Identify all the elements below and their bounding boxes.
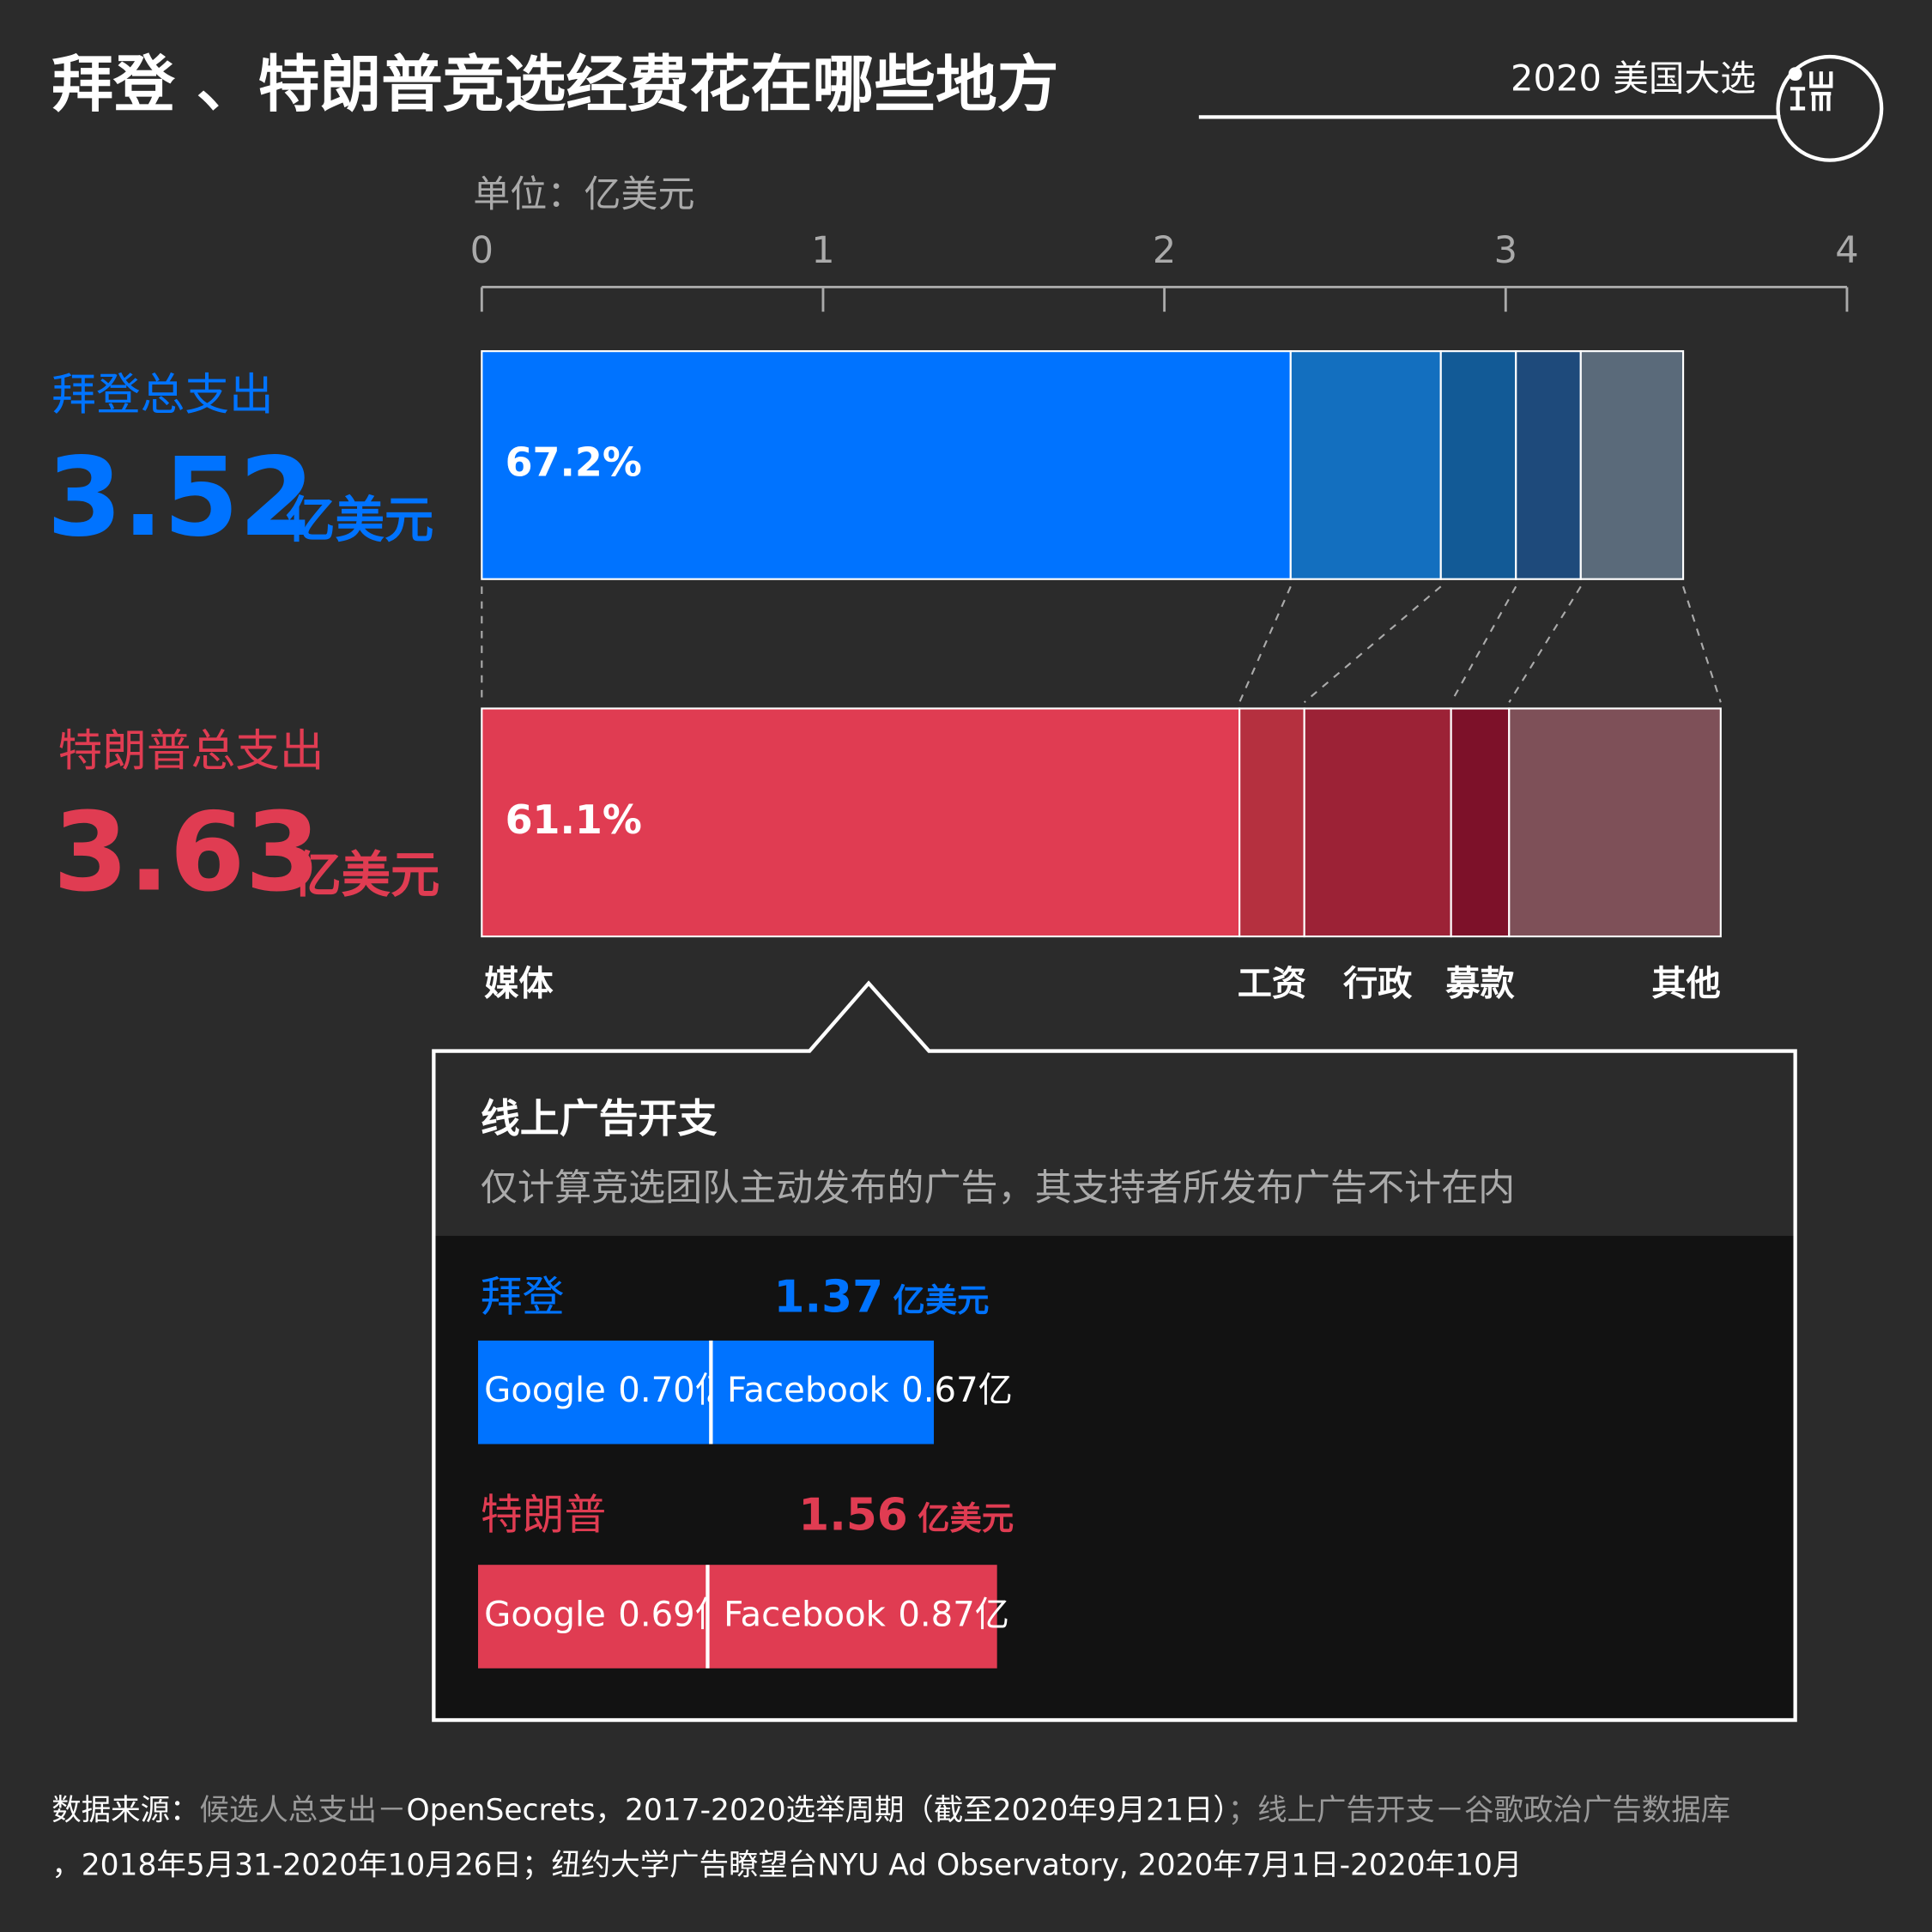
category-label: 拜登总支出	[51, 370, 273, 421]
series-name: Google	[484, 1595, 606, 1634]
total-unit: 亿美元	[286, 492, 433, 549]
panel-border	[432, 980, 1797, 1723]
x-tick-label: 3	[1494, 229, 1517, 272]
total-value: 3.52	[47, 434, 315, 560]
bar-segment	[1450, 707, 1511, 938]
total-value: 1.56	[798, 1490, 908, 1541]
share-label: 67.2%	[506, 439, 642, 485]
segment-label: 其他	[1651, 964, 1720, 1003]
source: ，2018年5月31-2020年10月26日；纽约大学广告瞭望台NYU Ad O…	[51, 1848, 1522, 1882]
bar-segment	[1508, 707, 1722, 938]
bar-segment	[1239, 707, 1305, 938]
source-part: OpenSecrets，2017-2020选举周期（截至2020年9月21日）	[407, 1793, 1228, 1827]
logo	[1776, 54, 1884, 162]
value-label: 0.87亿	[898, 1595, 1009, 1634]
x-tick-label: 0	[470, 229, 494, 272]
source-part: ；线上广告开支－谷歌政治广告数据库	[1228, 1793, 1730, 1827]
total-value: 3.63	[53, 790, 321, 916]
title: 拜登 、特朗普竞选经费花在哪些地方	[51, 48, 1058, 120]
bar-segment	[478, 1340, 712, 1444]
connector	[1450, 585, 1517, 703]
category-label: 特朗普	[481, 1491, 606, 1540]
total-unit: 亿美元	[893, 1281, 990, 1319]
total-unit: 亿美元	[292, 846, 439, 904]
value-label: 0.67亿	[901, 1371, 1013, 1410]
bar-segment	[1579, 350, 1685, 580]
bar-segment	[481, 707, 1241, 938]
tag: 2020 美国大选	[1511, 58, 1756, 100]
x-tick-label: 2	[1153, 229, 1176, 272]
source: 数据来源：候选人总支出－OpenSecrets，2017-2020选举周期（截至…	[51, 1793, 1730, 1827]
connector	[1303, 585, 1442, 704]
segment-label: 媒体	[484, 964, 554, 1003]
share-label: 61.1%	[506, 796, 642, 843]
panel-title: 线上广告开支	[481, 1095, 718, 1142]
bar-segment	[711, 1340, 935, 1444]
series-name: Google	[484, 1371, 606, 1410]
segment-label: 募款	[1444, 964, 1515, 1003]
source-part: 候选人总支出－	[199, 1793, 406, 1827]
x-tick-label: 4	[1835, 229, 1858, 272]
segment-label: Facebook 0.67亿	[727, 1371, 1013, 1410]
total-value: 1.37	[774, 1272, 884, 1323]
source-part: 数据来源：	[51, 1793, 199, 1827]
series-name: Facebook	[727, 1371, 890, 1410]
bar-segment	[707, 1565, 997, 1669]
segment-label: 行政	[1343, 964, 1413, 1003]
connector	[1682, 586, 1722, 703]
connector	[1239, 585, 1292, 703]
bar-segment	[1515, 350, 1582, 580]
unit-label: 单位：亿美元	[473, 173, 694, 216]
series-name: Facebook	[724, 1595, 887, 1634]
x-tick-label: 1	[811, 229, 834, 272]
segment-label: Facebook 0.87亿	[724, 1595, 1009, 1634]
panel-subtitle: 仅计算竞选团队主动发布的广告，其支持者所发布广告不计在内	[481, 1166, 1515, 1209]
bar-segment	[1289, 350, 1442, 580]
bar-segment	[481, 350, 1292, 580]
bar-segment	[478, 1565, 708, 1669]
total-unit: 亿美元	[918, 1499, 1014, 1537]
bar-segment	[1303, 707, 1452, 938]
bar-segment	[1439, 350, 1517, 580]
category-label: 特朗普总支出	[58, 726, 324, 778]
category-label: 拜登	[481, 1273, 565, 1322]
segment-label: 工资	[1238, 964, 1306, 1003]
